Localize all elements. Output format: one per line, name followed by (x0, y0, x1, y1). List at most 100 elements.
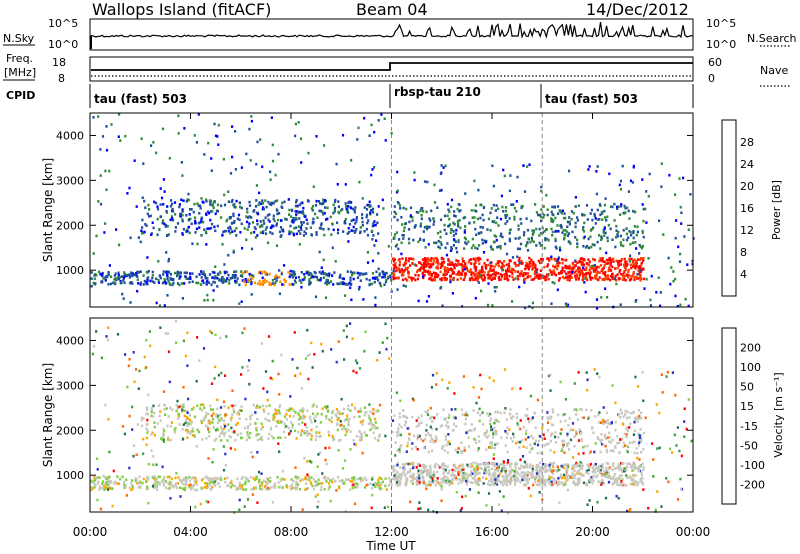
data-cell (318, 431, 321, 434)
data-cell (424, 482, 427, 485)
data-cell (397, 247, 400, 251)
data-cell (322, 212, 325, 216)
data-cell (390, 271, 393, 275)
data-cell (149, 279, 152, 283)
data-cell (307, 475, 310, 479)
data-cell (479, 413, 482, 417)
data-cell (640, 246, 644, 250)
data-cell (498, 472, 501, 476)
data-cell (428, 265, 431, 268)
data-cell (95, 234, 98, 238)
data-cell (254, 227, 257, 231)
data-cell (606, 258, 609, 262)
data-cell (376, 221, 379, 225)
data-cell (307, 487, 310, 490)
data-cell (169, 218, 172, 222)
data-cell (156, 233, 159, 237)
data-cell (605, 469, 608, 472)
data-cell (587, 415, 591, 419)
data-cell (199, 419, 203, 423)
data-cell (311, 208, 314, 212)
data-cell (633, 468, 636, 471)
data-cell (522, 470, 525, 474)
data-cell (424, 434, 427, 437)
data-cell (452, 221, 455, 225)
data-cell (576, 465, 579, 468)
data-cell (305, 487, 308, 491)
data-cell (502, 463, 505, 466)
data-cell (480, 266, 484, 270)
data-cell (448, 210, 451, 214)
data-cell (438, 466, 441, 469)
data-cell (616, 466, 619, 469)
data-cell (214, 229, 217, 233)
data-cell (642, 257, 645, 260)
data-cell (289, 407, 292, 411)
data-cell (564, 229, 567, 232)
data-cell (142, 231, 145, 234)
data-cell (531, 306, 534, 310)
data-cell (587, 271, 590, 275)
data-cell (457, 222, 460, 226)
data-cell (292, 486, 295, 490)
data-cell (494, 272, 497, 276)
data-cell (269, 178, 272, 181)
data-cell (425, 257, 428, 261)
data-cell (632, 478, 635, 482)
data-cell (577, 267, 580, 270)
data-cell (522, 278, 526, 282)
data-cell (402, 237, 405, 240)
data-cell (623, 257, 626, 261)
data-cell (449, 280, 452, 284)
data-cell (380, 477, 383, 481)
data-cell (365, 227, 368, 231)
data-cell (231, 155, 234, 159)
data-cell (568, 264, 571, 268)
data-cell (478, 271, 481, 275)
data-cell (404, 258, 408, 262)
data-cell (166, 275, 169, 279)
data-cell (548, 466, 552, 469)
data-cell (362, 298, 365, 301)
data-cell (298, 422, 301, 426)
data-cell (199, 207, 202, 210)
data-cell (546, 213, 549, 217)
data-cell (490, 207, 493, 210)
data-cell (258, 191, 261, 195)
data-cell (511, 272, 514, 275)
data-cell (621, 275, 624, 278)
data-cell (221, 428, 224, 431)
data-cell (291, 358, 294, 361)
data-cell (251, 221, 255, 224)
data-cell (443, 272, 447, 276)
data-cell (518, 285, 521, 289)
data-cell (427, 432, 430, 435)
data-cell (561, 209, 564, 213)
data-cell (396, 431, 399, 434)
data-cell (445, 424, 448, 427)
data-cell (586, 463, 589, 467)
data-cell (323, 488, 326, 491)
data-cell (153, 421, 156, 424)
data-cell (639, 245, 642, 249)
data-cell (560, 428, 563, 431)
data-cell (472, 409, 475, 412)
data-cell (239, 487, 242, 490)
data-cell (529, 240, 532, 244)
data-cell (397, 267, 400, 270)
data-cell (272, 217, 275, 221)
data-cell (612, 257, 615, 261)
data-cell (476, 256, 479, 260)
data-cell (470, 246, 473, 250)
data-cell (323, 233, 326, 237)
data-cell (341, 133, 345, 137)
data-cell (575, 275, 579, 278)
data-cell (586, 278, 589, 282)
data-cell (689, 193, 692, 196)
data-cell (514, 474, 517, 478)
data-cell (162, 203, 165, 206)
data-cell (181, 174, 184, 177)
data-cell (524, 306, 527, 310)
data-cell (216, 421, 219, 424)
data-cell (464, 192, 467, 195)
